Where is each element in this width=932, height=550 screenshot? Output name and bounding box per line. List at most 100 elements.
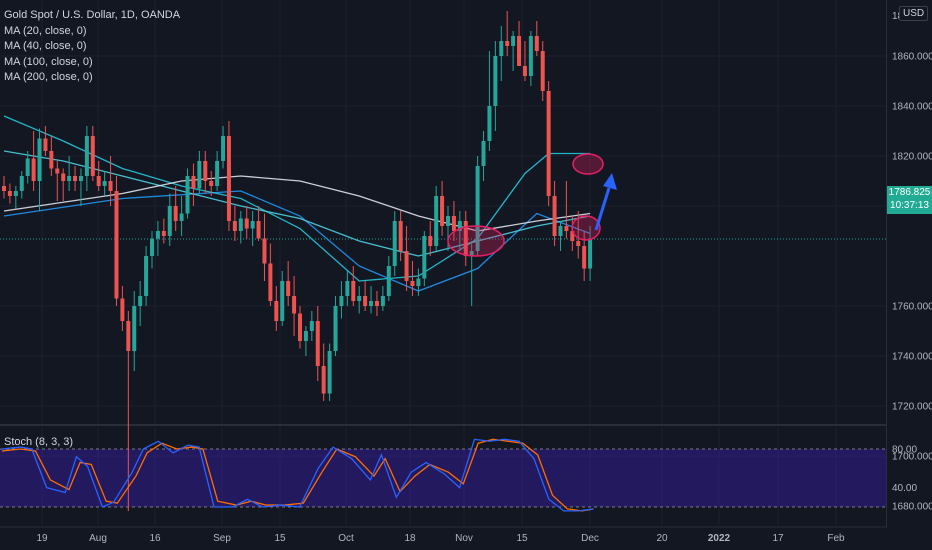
last-price-tag: 1786.825 10:37:13 [887,186,932,214]
time-tick-label: 2022 [708,533,731,544]
candle-body [475,166,480,251]
time-tick-label: Nov [455,533,473,544]
time-tick-label: 19 [36,533,48,544]
time-tick-label: 20 [656,533,668,544]
candle-body [446,216,450,226]
candle-body [262,238,267,264]
legend-ma-20[interactable]: MA (20, close, 0) [4,24,87,37]
candle-body [215,161,220,186]
candle-body [398,221,403,251]
candle-body [120,298,125,321]
candle-body [576,241,581,246]
legend-ma-100[interactable]: MA (100, close, 0) [4,55,93,68]
ma-line-2 [3,150,591,257]
candle-body [369,301,374,306]
candle-body [209,181,214,186]
candle-body [49,151,54,169]
candle-body [327,351,332,394]
time-tick-label: Dec [581,533,599,544]
candle-body [374,301,379,306]
candle-body [564,226,569,231]
stoch-tick-label: 80.00 [892,445,917,456]
candle-body [132,306,137,351]
candle-body [481,141,486,166]
candlesticks [2,11,593,511]
candle-body [321,366,326,394]
candle-body [582,246,587,269]
candle-body [286,281,291,296]
candle-body [31,158,36,181]
candle-body [493,56,498,106]
time-tick-label: Aug [89,533,107,544]
candle-body [67,176,72,181]
candle-body [292,296,297,314]
moving-average-lines [0,115,886,292]
candle-body [351,281,356,301]
candle-body [78,176,83,181]
candle-body [522,66,527,76]
time-tick-label: Feb [827,533,845,544]
time-tick-label: 16 [149,533,161,544]
price-tick-label: 1820.000 [892,152,932,163]
candle-body [19,176,24,191]
price-tick-label: 1700.000 [892,452,932,463]
candle-body [463,221,468,256]
candle-body [90,136,95,176]
candle-body [511,36,516,46]
time-tick-label: 18 [404,533,416,544]
candle-body [25,158,30,176]
candle-body [185,176,190,214]
candle-body [13,191,18,196]
candle-body [96,176,101,186]
price-tick-label: 1740.000 [892,352,932,363]
stochastic-oscillator [1,438,594,512]
stoch-band-fill [0,449,886,507]
candle-body [102,181,107,186]
candle-body [61,173,66,181]
candle-body [469,251,474,256]
candle-body [43,138,48,151]
candle-body [499,41,504,56]
candle-body [505,41,510,46]
candle-body [232,221,237,231]
legend-ma-40[interactable]: MA (40, close, 0) [4,40,87,52]
candle-body [404,251,409,281]
legend-symbol[interactable]: Gold Spot / U.S. Dollar, 1D, OANDA [4,9,181,21]
candle-body [138,296,143,306]
candle-body [244,218,249,229]
currency-button[interactable]: USD [899,6,929,21]
price-tick-label: 1720.000 [892,402,932,413]
candle-body [487,106,492,141]
candle-body [540,51,545,91]
candle-body [114,191,119,299]
candle-body [268,263,273,301]
time-tick-label: Oct [338,533,354,544]
time-tick-label: 15 [516,533,528,544]
highlight-ellipse [447,225,505,257]
candle-body [298,313,302,341]
candle-body [546,91,551,196]
legend-ma-200[interactable]: MA (200, close, 0) [4,71,93,83]
candle-body [392,221,397,266]
stoch-legend[interactable]: Stoch (8, 3, 3) [4,436,74,448]
ma-line-3 [3,175,591,232]
candle-body [197,161,202,189]
candle-body [416,278,421,286]
candle-body [250,221,255,229]
candle-body [203,161,208,181]
annotations [447,153,617,257]
candle-body [552,196,557,236]
highlight-ellipse [572,153,604,175]
candle-body [363,296,368,306]
candle-body [380,296,385,306]
candle-body [534,36,539,51]
chart-legend: Gold Spot / U.S. Dollar, 1D, OANDA MA (2… [4,8,180,86]
candle-body [221,136,226,161]
candle-body [386,266,391,296]
candle-body [179,213,184,221]
candle-body [315,321,320,366]
candle-body [274,301,279,321]
countdown-timer: 10:37:13 [890,200,929,211]
time-axis-bg [0,528,932,550]
